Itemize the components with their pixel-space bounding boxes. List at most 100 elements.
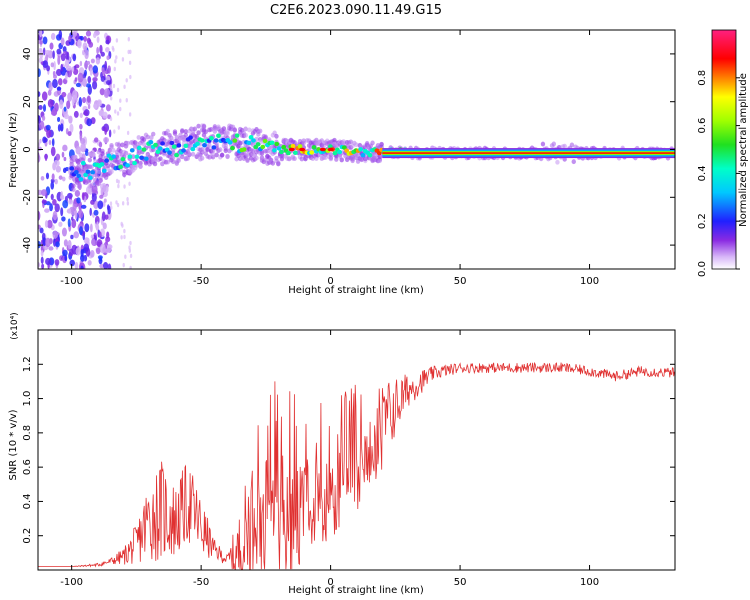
spectrogram-cell — [92, 65, 99, 74]
spectrogram-cell — [40, 256, 44, 264]
spectrogram-cell — [155, 149, 161, 154]
spectrogram-cell — [555, 159, 560, 165]
spectrogram-cell — [49, 203, 53, 212]
spectrogram-cell — [83, 243, 90, 252]
spectrogram-cell — [267, 137, 272, 143]
spectrogram-cell — [139, 155, 144, 160]
spectrogram-cell — [248, 135, 254, 140]
spectrogram-cell — [216, 133, 221, 138]
spectrogram-cell — [219, 152, 225, 158]
spectrogram-cell — [285, 150, 291, 156]
spectrogram-cell — [52, 71, 56, 77]
spectrogram-cell — [292, 150, 298, 156]
spectrogram-cell — [321, 143, 326, 149]
x-tick-label: 100 — [580, 276, 599, 287]
spectrogram-cell — [141, 137, 147, 142]
spectrogram-cell — [360, 153, 366, 158]
spectrogram-cell — [94, 174, 100, 179]
spectrogram-cell — [51, 138, 55, 147]
spectrogram-cell — [297, 144, 303, 149]
spectrogram-cell — [274, 155, 279, 161]
spectrogram-cell — [73, 231, 80, 239]
spectrogram-cell — [84, 223, 90, 233]
spectrogram-cell — [114, 59, 117, 64]
spectrogram-cell — [68, 35, 72, 42]
spectrogram-cell — [38, 146, 43, 151]
spectrogram-cell — [171, 144, 177, 149]
spectrogram-cell — [57, 124, 61, 132]
colorbar-tick-label: 0.4 — [697, 165, 708, 181]
spectrogram-cell — [562, 156, 567, 162]
spectrogram-cell — [57, 78, 63, 86]
spectrogram-cell — [551, 141, 557, 147]
spectrogram-cell — [78, 201, 83, 211]
y-tick-label: 0 — [22, 146, 33, 152]
spectrogram-cell — [110, 86, 113, 92]
spectrogram-cell — [38, 68, 41, 77]
spectrogram-cell — [55, 153, 61, 161]
spectrogram-cell — [286, 156, 292, 161]
spectrogram-cell — [99, 243, 106, 254]
spectrogram-cell — [73, 68, 79, 75]
spectrogram-cell — [571, 159, 576, 165]
spectrogram-cell — [123, 234, 126, 240]
spectrogram-cell — [213, 138, 219, 143]
spectrogram-cell — [120, 142, 125, 148]
spectrogram-cell — [91, 181, 96, 187]
spectrogram-cell — [64, 59, 70, 68]
spectrogram-cell — [62, 199, 69, 209]
spectrogram-cell — [107, 263, 112, 269]
spectrogram-cell — [74, 261, 79, 269]
spectrogram-cell — [128, 60, 132, 66]
spectrogram-cell — [41, 199, 47, 204]
spectrogram-cell — [56, 48, 62, 55]
spectrogram-cell — [223, 143, 228, 149]
spectrogram-cell — [129, 49, 132, 55]
spectrogram-cell — [71, 218, 77, 229]
spectrogram-cell — [379, 141, 384, 147]
spectrogram-cell — [225, 154, 230, 160]
spectrogram-cell — [80, 143, 86, 153]
spectrogram-cell — [102, 111, 108, 119]
spectrogram-cell — [108, 129, 112, 138]
spectrogram-cell — [38, 240, 41, 249]
spectrogram-cell — [341, 145, 347, 150]
spectrogram-cell — [238, 156, 243, 162]
colorbar-tick-label: 0.2 — [697, 213, 708, 229]
spectrogram-cell — [61, 151, 65, 158]
spectrogram-cell — [270, 160, 276, 166]
spectrogram-cell — [80, 265, 84, 269]
spectrogram-cell — [126, 197, 129, 202]
spectrogram-cell — [180, 128, 185, 134]
spectrogram-cell — [377, 158, 383, 164]
spectrogram-cell — [38, 210, 41, 221]
spectrogram-cell — [60, 207, 64, 217]
spectrogram-cell — [251, 138, 256, 143]
spectrogram-cell — [98, 141, 103, 148]
spectrogram-cell — [63, 106, 67, 112]
spectrogram-cell — [54, 259, 60, 266]
spectrogram-cell — [67, 239, 72, 250]
spectrogram-cell — [86, 118, 92, 127]
spectrogram-cell — [67, 199, 74, 205]
spectrogram-cell — [174, 152, 179, 158]
spectrogram-ridge — [288, 147, 675, 159]
spectrogram-peak — [288, 147, 295, 152]
spectrogram-cell — [60, 37, 65, 46]
spectrogram-cell — [41, 91, 48, 101]
spectrogram-cell — [195, 141, 200, 147]
spectrogram-cell — [83, 36, 87, 42]
spectrogram-cell — [53, 159, 60, 167]
x-tick-label: 50 — [454, 276, 467, 287]
spectrogram-cell — [276, 146, 282, 151]
spectrogram-cell — [76, 163, 82, 169]
y-tick-label: 20 — [22, 95, 33, 108]
spectrogram-cell — [341, 139, 346, 145]
spectrogram-cell — [48, 140, 52, 145]
spectrogram-cell — [102, 184, 107, 193]
spectrogram-cell — [44, 208, 50, 213]
spectrogram-cell — [214, 152, 219, 158]
spectrogram-cell — [116, 111, 120, 116]
spectrogram-cell — [127, 154, 133, 159]
spectrogram-cell — [129, 74, 132, 80]
